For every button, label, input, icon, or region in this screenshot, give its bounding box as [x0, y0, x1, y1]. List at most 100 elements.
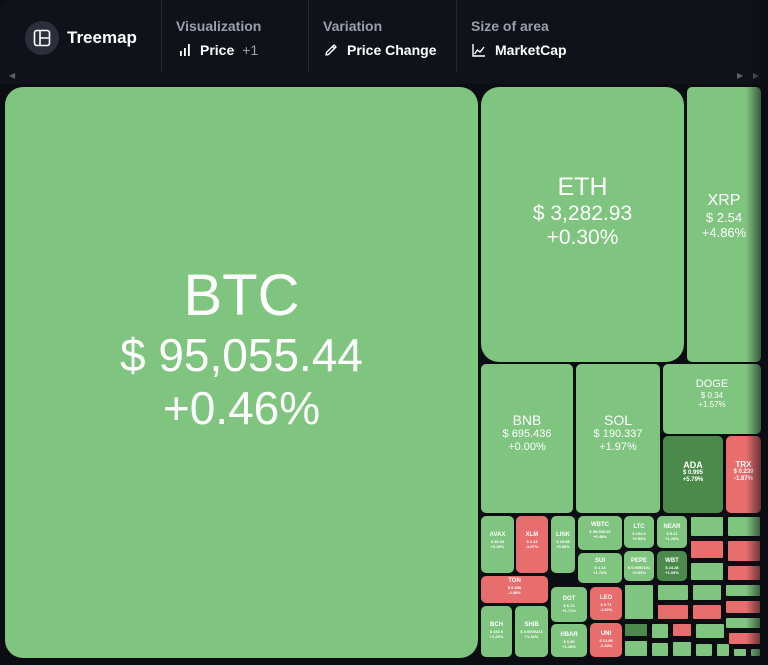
- tile-change: +0.45%: [490, 544, 505, 549]
- tile-price: $ 20.68: [556, 539, 570, 544]
- tile-sui[interactable]: SUI $ 4.14 +1.72%: [578, 553, 622, 583]
- tile-price: $ 452.9: [489, 629, 504, 634]
- tile-symbol: AVAX: [489, 532, 506, 538]
- tile-symbol: LEO: [599, 595, 613, 601]
- tile-price: $ 5.21: [666, 531, 678, 536]
- tile-symbol: SUI: [594, 558, 605, 564]
- variation-value-row: Price Change: [323, 42, 436, 58]
- tile-minor[interactable]: [690, 540, 724, 559]
- tile-xlm[interactable]: XLM $ 0.43 -3.07%: [516, 516, 548, 573]
- tile-minor[interactable]: [672, 641, 692, 657]
- tile-minor[interactable]: [657, 584, 689, 601]
- tile-minor[interactable]: [695, 643, 713, 657]
- tile-price: $ 695.436: [502, 428, 552, 440]
- tile-price: $ 0.0000221: [520, 629, 543, 634]
- treemap: BTC $ 95,055.44 +0.46% ETH $ 3,282.93 +0.30% X…: [0, 84, 768, 665]
- tile-minor[interactable]: [651, 642, 669, 657]
- tile-price: $ 24.38: [665, 565, 679, 570]
- tile-price: $ 9.71: [600, 602, 612, 607]
- tile-doge[interactable]: DOGE $ 0.34 +1.57%: [663, 364, 761, 434]
- tile-price: $ 13.95: [599, 638, 613, 643]
- tile-minor[interactable]: [725, 600, 761, 614]
- tile-ada[interactable]: ADA $ 0.995 +5.79%: [663, 436, 723, 513]
- tile-minor[interactable]: [727, 565, 761, 581]
- scroll-end-icon[interactable]: ▶: [753, 71, 760, 80]
- scroll-left-icon[interactable]: ◀: [9, 71, 16, 80]
- tile-change: +0.66%: [556, 544, 570, 549]
- tile-change: +5.79%: [682, 477, 704, 483]
- tile-hbar[interactable]: HBAR $ 0.30 +1.18%: [551, 624, 587, 657]
- tile-ton[interactable]: TON $ 5.386 -2.95%: [481, 576, 548, 603]
- tile-minor[interactable]: [733, 648, 747, 657]
- tile-ltc[interactable]: LTC $ 103.4 +0.53%: [624, 516, 654, 548]
- tile-price: $ 0.30: [563, 639, 575, 644]
- tile-btc[interactable]: BTC $ 95,055.44 +0.46%: [5, 87, 478, 658]
- tile-minor[interactable]: [727, 516, 761, 537]
- tile-shib[interactable]: SHIB $ 0.0000221 +1.32%: [515, 606, 548, 657]
- tile-minor[interactable]: [716, 643, 730, 657]
- app-header: Treemap: [0, 0, 162, 72]
- tile-dot[interactable]: DOT $ 6.72 +1.71%: [551, 587, 587, 622]
- tile-minor[interactable]: [651, 623, 669, 639]
- tile-wbt[interactable]: WBT $ 24.38 +1.03%: [657, 551, 687, 581]
- tile-minor[interactable]: [727, 540, 761, 562]
- tile-eth[interactable]: ETH $ 3,282.93 +0.30%: [481, 87, 684, 362]
- tile-bch[interactable]: BCH $ 452.9 +1.23%: [481, 606, 512, 657]
- tile-symbol: SOL: [603, 412, 632, 428]
- tile-symbol: UNI: [600, 631, 612, 637]
- tile-avax[interactable]: AVAX $ 36.04 +0.45%: [481, 516, 514, 573]
- tile-change: +1.57%: [698, 400, 726, 409]
- tile-price: $ 0.0000191: [627, 565, 651, 570]
- tile-minor[interactable]: [624, 623, 648, 637]
- scroll-right-icon[interactable]: ▶: [737, 71, 744, 80]
- tile-price: $ 4.14: [594, 565, 606, 570]
- tile-sol[interactable]: SOL $ 190.337 +1.97%: [576, 364, 660, 513]
- tile-link[interactable]: LINK $ 20.68 +0.66%: [551, 516, 575, 573]
- variation-selector[interactable]: Variation Price Change: [309, 0, 457, 72]
- tile-minor[interactable]: [690, 562, 724, 581]
- tile-minor[interactable]: [695, 623, 725, 639]
- tile-minor[interactable]: [728, 632, 761, 645]
- tile-symbol: ADA: [683, 460, 703, 470]
- tile-price: $ 0.995: [682, 470, 704, 476]
- tile-change: +0.45%: [593, 534, 607, 539]
- tile-price: $ 103.4: [632, 531, 646, 536]
- tile-change: +1.32%: [524, 634, 539, 639]
- size-selector[interactable]: Size of area MarketCap: [457, 0, 597, 72]
- tile-symbol: LINK: [556, 532, 570, 538]
- tile-leo[interactable]: LEO $ 9.71 -1.62%: [590, 587, 622, 620]
- tile-change: +1.03%: [665, 570, 679, 575]
- tile-minor[interactable]: [692, 584, 722, 601]
- tile-change: +1.97%: [599, 441, 637, 453]
- tile-symbol: DOT: [562, 596, 576, 602]
- tile-pepe[interactable]: PEPE $ 0.0000191 +0.93%: [624, 551, 654, 581]
- tile-minor[interactable]: [750, 648, 761, 657]
- tile-trx[interactable]: TRX $ 0.239 -1.87%: [726, 436, 761, 513]
- tile-minor[interactable]: [672, 623, 692, 637]
- tile-symbol: ETH: [557, 173, 608, 201]
- tile-symbol: BTC: [183, 263, 300, 328]
- app-title: Treemap: [67, 28, 137, 47]
- tile-price: $ 36.04: [490, 539, 505, 544]
- tile-minor[interactable]: [624, 584, 654, 620]
- tile-symbol: HBAR: [560, 632, 578, 638]
- tile-symbol: SHIB: [524, 622, 539, 628]
- tile-near[interactable]: NEAR $ 5.21 +1.24%: [657, 516, 687, 548]
- tile-bnb[interactable]: BNB $ 695.436 +0.00%: [481, 364, 573, 513]
- tile-symbol: WBT: [665, 558, 679, 564]
- tile-wbtc[interactable]: WBTC $ 95,030.00 +0.45%: [578, 516, 622, 550]
- tile-minor[interactable]: [692, 604, 722, 620]
- tile-minor[interactable]: [725, 584, 761, 597]
- tile-minor[interactable]: [725, 617, 761, 629]
- tile-change: +0.46%: [162, 382, 321, 434]
- tile-price: $ 190.337: [593, 428, 643, 440]
- tile-minor[interactable]: [624, 640, 648, 657]
- tile-change: -2.95%: [508, 590, 521, 595]
- tile-xrp[interactable]: XRP $ 2.54 +4.86%: [687, 87, 761, 362]
- tile-minor[interactable]: [657, 604, 689, 620]
- tile-uni[interactable]: UNI $ 13.95 -2.34%: [590, 623, 622, 657]
- visualization-selector[interactable]: Visualization Price +1: [162, 0, 309, 72]
- layout-grid-icon[interactable]: [25, 21, 59, 55]
- tile-minor[interactable]: [690, 516, 724, 537]
- tile-price: $ 0.43: [526, 539, 538, 544]
